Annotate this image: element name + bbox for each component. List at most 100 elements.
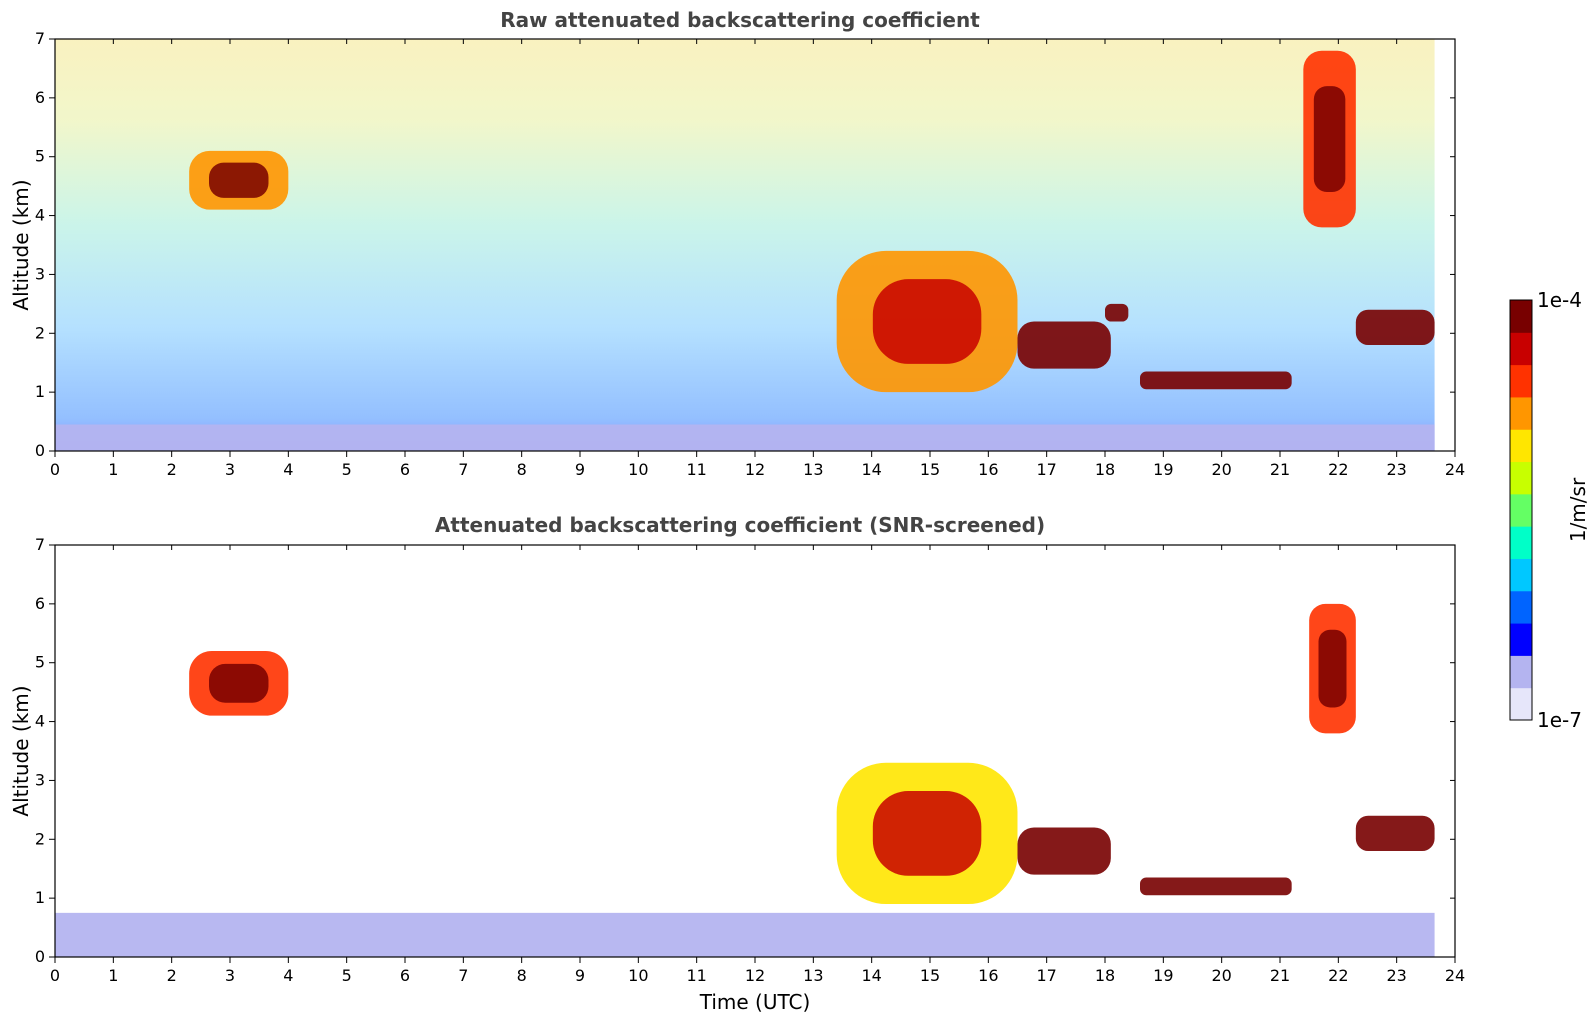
y-tick-label: 1 <box>35 382 45 401</box>
x-tick-label: 16 <box>978 460 998 479</box>
y-tick-label: 0 <box>35 947 45 966</box>
x-tick-label: 6 <box>400 966 410 985</box>
x-tick-label: 11 <box>686 460 706 479</box>
colorbar-swatch <box>1510 493 1532 527</box>
x-tick-label: 13 <box>803 460 823 479</box>
feature-stratus-layer-b <box>1105 303 1129 322</box>
x-tick-label: 8 <box>517 460 527 479</box>
colorbar-swatch <box>1510 590 1532 624</box>
y-tick-label: 2 <box>35 829 45 848</box>
feature-core-convective-cloud <box>872 279 982 364</box>
x-tick-label: 14 <box>861 966 881 985</box>
feature-stratus-layer-a <box>1017 827 1111 875</box>
screened-y-axis-label: Altitude (km) <box>9 685 33 816</box>
x-tick-label: 8 <box>517 966 527 985</box>
x-tick-label: 9 <box>575 966 585 985</box>
x-tick-label: 7 <box>458 460 468 479</box>
colorbar-min-label: 1e-7 <box>1537 708 1582 732</box>
x-tick-label: 10 <box>628 966 648 985</box>
colorbar-swatch <box>1510 332 1532 366</box>
colorbar-swatch <box>1510 396 1532 430</box>
y-tick-label: 1 <box>35 888 45 907</box>
x-tick-label: 13 <box>803 966 823 985</box>
x-tick-label: 19 <box>1153 966 1173 985</box>
raw-y-axis-label: Altitude (km) <box>9 179 33 310</box>
colorbar-swatch <box>1510 623 1532 656</box>
feature-core-convective-cloud <box>872 791 982 876</box>
x-tick-label: 2 <box>167 460 177 479</box>
colorbar-max-label: 1e-4 <box>1537 288 1582 312</box>
x-tick-label: 12 <box>745 460 765 479</box>
x-tick-label: 7 <box>458 966 468 985</box>
feature-boundary-layer <box>55 912 1435 957</box>
x-tick-label: 16 <box>978 966 998 985</box>
screened-x-axis: 0 1 2 3 4 5 6 7 8 9 10 11 12 13 14 15 16 17 18 19 20 21 22 23 24 <box>50 545 1465 985</box>
colorbar-swatch <box>1510 526 1532 559</box>
panel-title-screened: Attenuated backscattering coefficient (S… <box>435 513 1045 537</box>
y-tick-label: 6 <box>35 88 45 107</box>
x-tick-label: 22 <box>1328 460 1348 479</box>
raw-backscatter-panel: Raw attenuated backscattering coefficien… <box>9 8 1465 479</box>
colorbar-swatch <box>1510 364 1532 398</box>
colorbar-swatch <box>1510 429 1532 463</box>
colorbar-swatches <box>1510 300 1532 721</box>
x-tick-label: 4 <box>283 966 293 985</box>
colorbar-frame <box>1509 299 1533 721</box>
x-tick-label: 20 <box>1211 460 1231 479</box>
x-tick-label: 24 <box>1445 966 1465 985</box>
x-tick-label: 21 <box>1270 966 1290 985</box>
x-tick-label: 11 <box>686 966 706 985</box>
feature-stratus-layer-d <box>1355 309 1435 346</box>
panel-title-raw: Raw attenuated backscattering coefficien… <box>500 8 980 32</box>
x-tick-label: 4 <box>283 460 293 479</box>
colorbar-swatch <box>1510 461 1532 495</box>
feature-stratus-layer-a <box>1017 321 1111 369</box>
x-tick-label: 18 <box>1095 460 1115 479</box>
feature-core-mid-level-cirrus <box>209 663 269 703</box>
x-tick-label: 19 <box>1153 460 1173 479</box>
x-tick-label: 15 <box>920 966 940 985</box>
raw-x-axis: 0 1 2 3 4 5 6 7 8 9 10 11 12 13 14 15 16 17 18 19 20 21 22 23 24 <box>50 39 1465 479</box>
x-tick-label: 14 <box>861 460 881 479</box>
y-tick-label: 4 <box>35 206 45 225</box>
colorbar-swatch <box>1510 687 1532 721</box>
y-tick-label: 0 <box>35 441 45 460</box>
x-tick-label: 22 <box>1328 966 1348 985</box>
x-tick-label: 20 <box>1211 966 1231 985</box>
feature-core-mid-level-cirrus <box>209 162 269 198</box>
feature-stratus-layer-d <box>1355 815 1435 852</box>
feature-boundary-layer <box>55 424 1435 451</box>
y-tick-label: 7 <box>35 535 45 554</box>
x-tick-label: 1 <box>108 460 118 479</box>
colorbar-swatch <box>1510 558 1532 592</box>
x-tick-label: 17 <box>1036 460 1056 479</box>
x-tick-label: 23 <box>1386 460 1406 479</box>
y-tick-label: 4 <box>35 712 45 731</box>
screened-y-axis: 0 1 2 3 4 5 6 7 <box>35 535 1455 966</box>
x-tick-label: 0 <box>50 966 60 985</box>
y-tick-label: 5 <box>35 653 45 672</box>
x-tick-label: 18 <box>1095 966 1115 985</box>
raw-y-axis: 0 1 2 3 4 5 6 7 <box>35 29 1455 460</box>
y-tick-label: 7 <box>35 29 45 48</box>
x-tick-label: 23 <box>1386 966 1406 985</box>
feature-stratus-layer-c <box>1140 877 1292 896</box>
x-tick-label: 6 <box>400 460 410 479</box>
x-tick-label: 12 <box>745 966 765 985</box>
x-tick-label: 0 <box>50 460 60 479</box>
feature-stratus-layer-c <box>1140 371 1292 390</box>
x-tick-label: 1 <box>108 966 118 985</box>
x-tick-label: 9 <box>575 460 585 479</box>
x-tick-label: 5 <box>342 460 352 479</box>
colorbar-unit-label: 1/m/sr <box>1566 477 1590 542</box>
raw-noise-background <box>55 39 1435 451</box>
screened-backscatter-panel: Attenuated backscattering coefficient (S… <box>9 513 1465 1014</box>
y-tick-label: 5 <box>35 147 45 166</box>
y-tick-label: 6 <box>35 594 45 613</box>
x-tick-label: 3 <box>225 460 235 479</box>
x-tick-label: 10 <box>628 460 648 479</box>
x-tick-label: 2 <box>167 966 177 985</box>
colorbar: 1e-4 1e-7 1/m/sr <box>1509 288 1590 732</box>
x-tick-label: 3 <box>225 966 235 985</box>
